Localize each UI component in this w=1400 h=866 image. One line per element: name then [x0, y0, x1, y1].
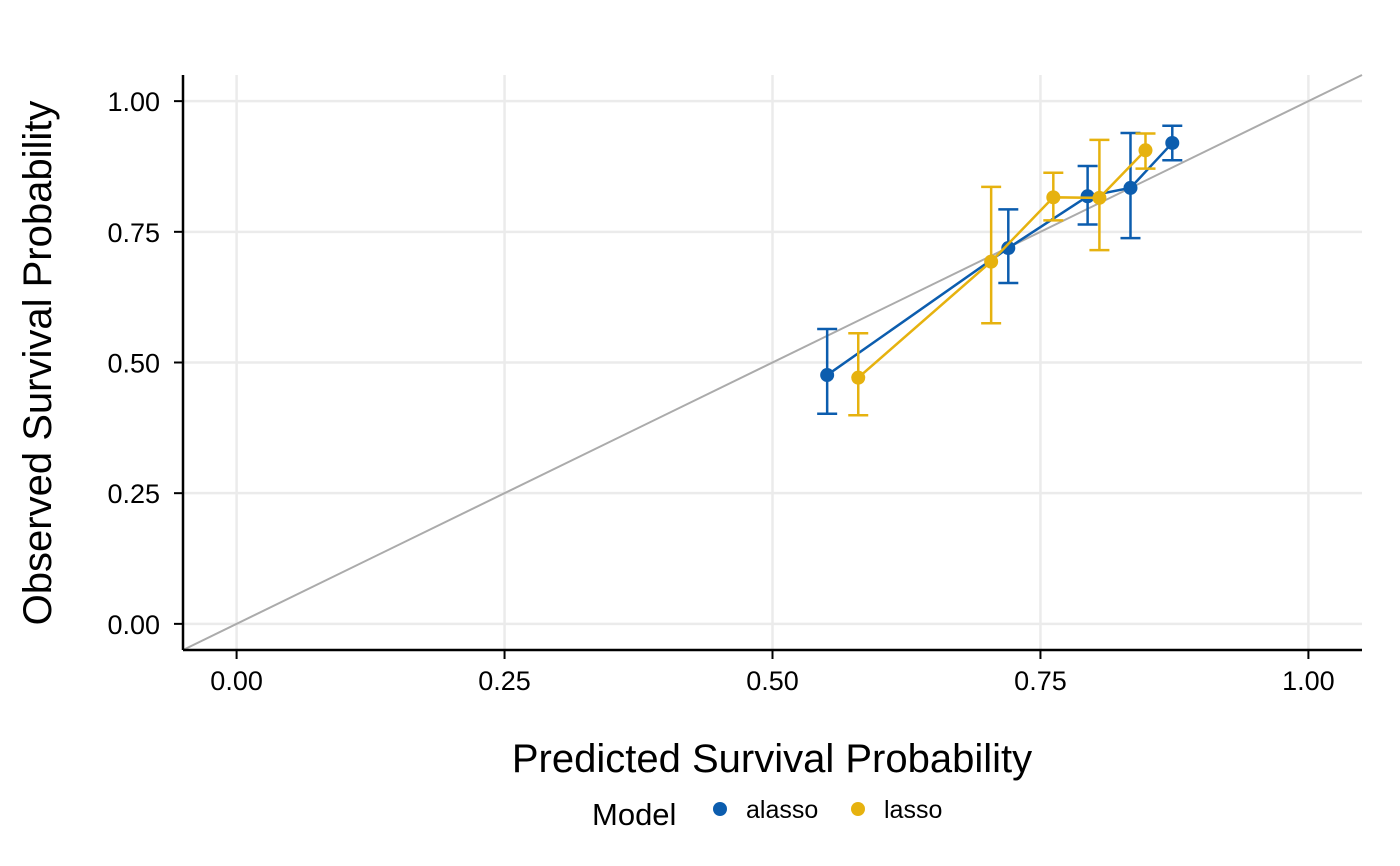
data-point: [1001, 241, 1016, 256]
legend: Model alasso lasso: [592, 796, 942, 832]
y-axis-title: Observed Survival Probability: [16, 101, 60, 626]
y-tick-label: 0.50: [107, 349, 160, 379]
x-tick-label: 0.25: [478, 666, 531, 696]
series: [817, 124, 1183, 417]
legend-item-alasso: alasso: [713, 796, 818, 824]
data-point: [851, 370, 866, 385]
data-point: [984, 254, 999, 269]
data-point: [1165, 135, 1180, 150]
x-axis-title: Predicted Survival Probability: [512, 737, 1032, 781]
reference-diagonal: [182, 74, 1363, 651]
x-tick-label: 0.00: [210, 666, 263, 696]
series-alasso: [817, 124, 1183, 415]
legend-label: lasso: [884, 796, 942, 824]
x-tick-label: 0.50: [746, 666, 799, 696]
legend-label: alasso: [746, 796, 818, 824]
reference-line: [182, 74, 1363, 651]
legend-key: [713, 802, 727, 816]
y-tick-label: 1.00: [107, 87, 160, 117]
x-tick-label: 0.75: [1014, 666, 1067, 696]
y-tick-label: 0.75: [107, 218, 160, 248]
axis-ticks: 0.00 0.25 0.50 0.75 1.00 0.00 0.25 0.50 0.75 1.00: [107, 87, 1334, 696]
data-point: [1080, 189, 1095, 204]
y-tick-label: 0.25: [107, 479, 160, 509]
series-lasso: [848, 132, 1156, 417]
data-point: [1046, 190, 1061, 205]
data-point: [820, 368, 835, 383]
data-point: [1092, 190, 1107, 205]
legend-item-lasso: lasso: [851, 796, 942, 824]
x-tick-label: 1.00: [1282, 666, 1335, 696]
legend-title: Model: [592, 797, 676, 832]
legend-key: [851, 802, 865, 816]
data-point: [1138, 143, 1153, 158]
grid-lines: [183, 75, 1362, 650]
y-tick-label: 0.00: [107, 610, 160, 640]
legend-items: alasso lasso: [713, 796, 942, 824]
data-point: [1123, 180, 1138, 195]
series-line-lasso: [857, 149, 1147, 379]
